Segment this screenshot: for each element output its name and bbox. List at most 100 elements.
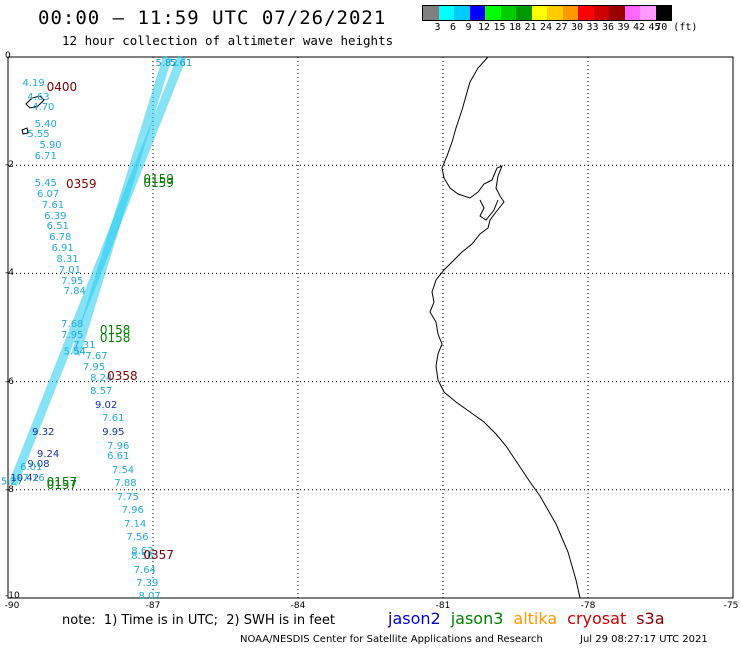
colorbar-swatch [562,6,578,20]
colorbar-label: 27 [555,22,568,33]
wave-height-label: 8.62 [131,546,154,557]
legend-item: jason3 [450,609,504,628]
colorbar-swatch [578,6,594,20]
colorbar-swatch [516,6,532,20]
colorbar-label: 24 [539,22,553,33]
colorbar-swatch [624,6,640,20]
wave-height-label: 4.19 [22,78,45,90]
track-end-label: 5.27 [1,476,23,487]
x-tick-label: -81 [435,601,451,611]
colorbar-swatch [593,6,609,20]
wave-height-label: 9.24 [37,448,60,460]
colorbar-swatch [454,6,470,20]
colorbar-label: 21 [524,22,537,33]
pass-time-label: 0158 [99,331,131,346]
credit-text: NOAA/NESDIS Center for Satellite Applica… [240,634,543,645]
colorbar-swatch [531,6,547,20]
colorbar-label: 33 [586,22,599,33]
satellite-tracks: 5.82 5.54 5.61 5.27 [1,55,192,487]
colorbar-label: 30 [570,22,584,33]
wave-height-label: 5.90 [39,140,62,152]
colorbar-label: 9 [465,22,472,33]
wave-height-label: 7.96 [121,505,144,517]
wave-height-label: 7.31 [73,340,96,352]
colorbar-label: 18 [508,22,522,33]
track-end-label: 5.61 [170,58,192,69]
wave-height-label: 7.14 [124,518,147,530]
wave-height-label: 7.96 [107,440,130,452]
pass-time-label: 0157 [46,474,78,489]
wave-height-label: 6.07 [37,188,60,200]
grid-lines [8,57,733,598]
x-tick-label: -84 [290,601,306,611]
colorbar-swatch [500,6,516,20]
wave-height-label: 5.55 [27,129,50,141]
coastline-gulf-guayaquil [479,199,499,221]
wave-height-label: 6.78 [49,232,72,244]
wave-height-label: 6.01 [20,462,43,474]
wave-height-label: 9.32 [32,426,55,438]
y-tick-label: -8 [5,484,14,495]
wave-height-label: 6.51 [46,221,69,233]
wave-height-label: 7.16 [22,472,45,484]
wave-height-label: 7.01 [58,264,82,276]
wave-height-label: 7.75 [116,491,140,503]
legend-item: altika [513,609,558,628]
satellite-legend: jason2 jason3 altika cryosat s3a [388,609,675,628]
wave-height-label: 9.02 [95,399,118,411]
colorbar-swatch [640,6,656,20]
map-note: note: 1) Time is in UTC; 2) SWH is in fe… [62,613,335,628]
wave-height-label: 7.61 [102,413,125,425]
wave-height-label: 6.39 [44,210,67,222]
wave-height-label: 7.95 [61,329,84,341]
legend-item: s3a [636,609,665,628]
wave-height-label: 7.84 [63,286,86,298]
colorbar-swatch [423,6,439,20]
map-title: 00:00 – 11:59 UTC 07/26/2021 [38,7,387,29]
y-tick-label: -6 [5,376,14,387]
wave-height-label: 8.31 [56,253,79,265]
wave-height-label: 7.95 [61,275,84,287]
pass-time-label: 0358 [107,369,138,384]
pass-time-label: 0159 [143,171,174,186]
wave-height-label: 9.95 [102,426,125,438]
x-tick-label: -87 [145,601,161,611]
credit-date: Jul 29 08:27:17 UTC 2021 [580,634,708,645]
legend-item: jason2 [388,609,441,628]
y-tick-label: -2 [5,160,14,171]
wave-height-label: 7.67 [85,351,108,363]
wave-height-label: 8.24 [90,372,113,384]
wave-height-label: 10.42 [10,472,40,484]
track-end-label: 5.54 [64,347,86,358]
colorbar-swatch [485,6,501,20]
pass-time-label: 0359 [66,177,97,192]
colorbar-label: 39 [617,22,630,33]
galapagos-island [25,95,45,109]
wave-height-label: 7.56 [126,532,149,544]
colorbar-label: 6 [449,22,457,33]
galapagos-islet [21,127,29,135]
wave-height-label: 7.88 [114,478,137,490]
x-tick-label: -78 [580,601,596,611]
coastline-south-america [429,56,581,599]
colorbar-label: 42 [632,22,646,33]
pass-time-label: 0159 [143,175,174,190]
satellite-track-band [8,55,187,487]
pass-time-label: 0158 [99,323,131,338]
wave-height-label: 4.63 [27,91,50,103]
pass-time-label: 0357 [143,547,174,562]
wave-height-label: 8.07 [138,590,161,602]
y-tick-label: 0 [5,51,11,61]
wave-height-label: 7.64 [133,564,156,576]
track-end-label: 5.82 [156,58,178,69]
wave-height-label: 8.56 [131,551,154,563]
colorbar-label: 70 (ft) [655,22,698,33]
map-subtitle: 12 hour collection of altimeter wave hei… [62,33,394,48]
x-tick-label: -90 [4,601,20,611]
x-tick-label: -75 [723,601,739,611]
wave-height-label: 6.61 [107,451,130,463]
colorbar-swatch [469,6,485,20]
colorbar-swatch [547,6,563,20]
colorbar-label: 45 [648,22,661,33]
wave-height-colorbar [422,5,672,21]
